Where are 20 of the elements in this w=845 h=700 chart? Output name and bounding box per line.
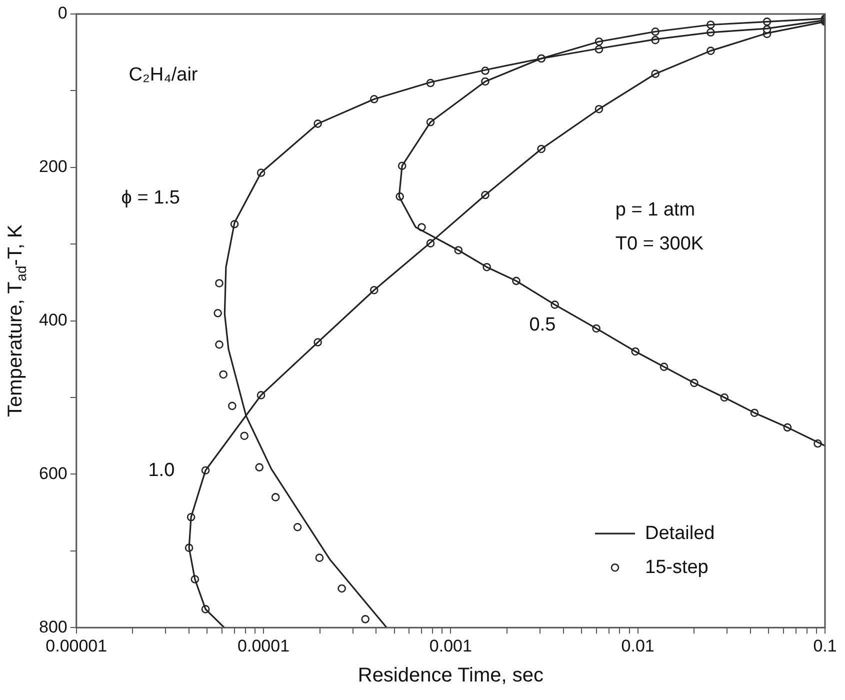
y-tick-label: 600	[38, 464, 68, 483]
x-tick-label: 0.01	[621, 636, 654, 656]
annotation: ϕ = 1.5	[121, 187, 180, 208]
y-tick-label: 800	[38, 617, 68, 636]
annotation: 0.5	[529, 314, 556, 336]
annotation: T0 = 300K	[615, 233, 704, 254]
annotation: 1.0	[148, 460, 175, 481]
annotation: p = 1 atm	[615, 200, 696, 221]
y-tick-label: 200	[38, 157, 68, 176]
x-tick-label: 0.00001	[46, 636, 108, 656]
x-axis-title: Residence Time, sec	[358, 664, 544, 687]
y-tick-label: 0	[58, 4, 68, 23]
annotation: C₂H₄/air	[128, 64, 198, 86]
y-tick-label: 400	[38, 310, 68, 330]
x-tick-label: 0.001	[429, 636, 472, 656]
legend-label: Detailed	[645, 522, 715, 544]
x-tick-label: 0.1	[813, 636, 837, 656]
legend-label: 15-step	[645, 556, 708, 578]
x-tick-label: 0.0001	[238, 636, 290, 656]
y-axis-title: Temperature, Tad-T, K	[4, 224, 29, 417]
